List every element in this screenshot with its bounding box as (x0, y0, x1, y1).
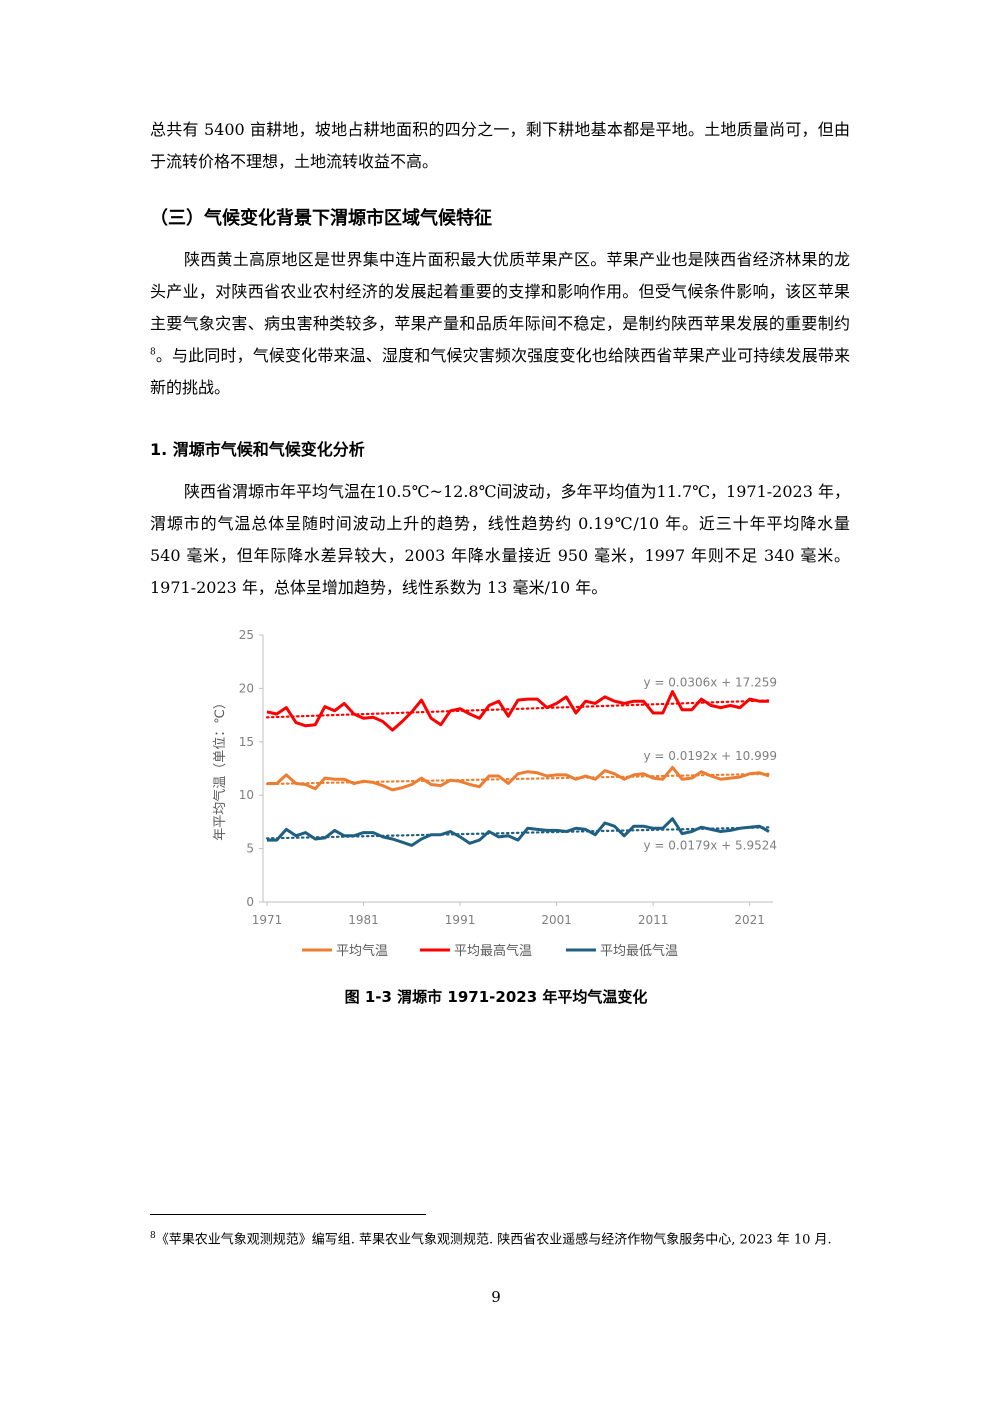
chart-equations: y = 0.0192x + 10.999 y = 0.0306x + 17.259… (643, 675, 777, 852)
paragraph-3: 陕西省渭塬市年平均气温在10.5℃~12.8℃间波动，多年平均值为11.7℃，1… (150, 482, 850, 597)
chart-legend: 平均气温 平均最高气温 平均最低气温 (302, 943, 678, 959)
y-axis-label: 年平均气温（单位：℃） (212, 696, 228, 841)
footnote: 8《苹果农业气象观测规范》编写组. 苹果农业气象观测规范. 陕西省农业遥感与经济… (150, 1222, 850, 1254)
y-tick-label: 0 (246, 895, 254, 909)
trend-equation-0: y = 0.0192x + 10.999 (643, 749, 777, 763)
legend-label-1: 平均最高气温 (454, 943, 532, 959)
paragraph-2-text-a: 陕西黄土高原地区是世界集中连片面积最大优质苹果产区。苹果产业也是陕西省经济林果的… (150, 250, 850, 333)
paragraph-2: 陕西黄土高原地区是世界集中连片面积最大优质苹果产区。苹果产业也是陕西省经济林果的… (150, 244, 850, 404)
trend-equation-2: y = 0.0179x + 5.9524 (643, 838, 777, 852)
footnote-text: 《苹果农业气象观测规范》编写组. 苹果农业气象观测规范. 陕西省农业遥感与经济作… (155, 1232, 832, 1248)
legend-label-0: 平均气温 (336, 943, 388, 959)
y-tick-label: 20 (239, 681, 254, 695)
x-tick-label: 1991 (445, 913, 476, 927)
paragraph-2-text-b: 。与此同时，气候变化带来温、湿度和气候灾害频次强度变化也给陕西省苹果产业可持续发… (150, 346, 850, 397)
x-tick-label: 1971 (252, 913, 283, 927)
x-tick-label: 2001 (541, 913, 572, 927)
chart-ticks: 0 5 10 15 20 25 1971 1981 1991 2001 2011 2021 (239, 628, 765, 927)
trendline-0 (265, 772, 771, 786)
series-line-0 (267, 765, 770, 792)
y-tick-label: 25 (239, 628, 254, 642)
y-tick-label: 10 (239, 788, 254, 802)
trendline-1 (265, 699, 771, 719)
chart-trendlines (265, 699, 771, 840)
footnote-number: 8 (150, 1231, 156, 1241)
temperature-chart: 0 5 10 15 20 25 1971 1981 1991 2001 2011 2021 y = 0… (212, 628, 777, 959)
footnote-divider (150, 1214, 426, 1215)
figure-caption: 图 1-3 渭塬市 1971-2023 年平均气温变化 (344, 988, 648, 1006)
x-tick-label: 2021 (734, 913, 765, 927)
section-heading: （三）气候变化背景下渭塬市区域气候特征 (150, 208, 492, 229)
chart-series-lines (266, 690, 770, 847)
x-tick-label: 1981 (348, 913, 379, 927)
page-number: 9 (491, 1288, 501, 1306)
trend-equation-1: y = 0.0306x + 17.259 (643, 675, 777, 689)
y-tick-label: 5 (246, 842, 254, 856)
trendline-2 (265, 826, 771, 840)
series-line-1 (266, 690, 769, 732)
x-tick-label: 2011 (638, 913, 669, 927)
y-tick-label: 15 (239, 735, 254, 749)
subsection-heading: 1. 渭塬市气候和气候变化分析 (150, 440, 365, 459)
legend-label-2: 平均最低气温 (600, 943, 678, 959)
paragraph-1: 总共有 5400 亩耕地，坡地占耕地面积的四分之一，剩下耕地基本都是平地。土地质… (150, 120, 850, 171)
footnote-ref[interactable]: 8 (150, 347, 156, 358)
chart-axes (262, 635, 773, 903)
series-line-2 (267, 817, 770, 847)
